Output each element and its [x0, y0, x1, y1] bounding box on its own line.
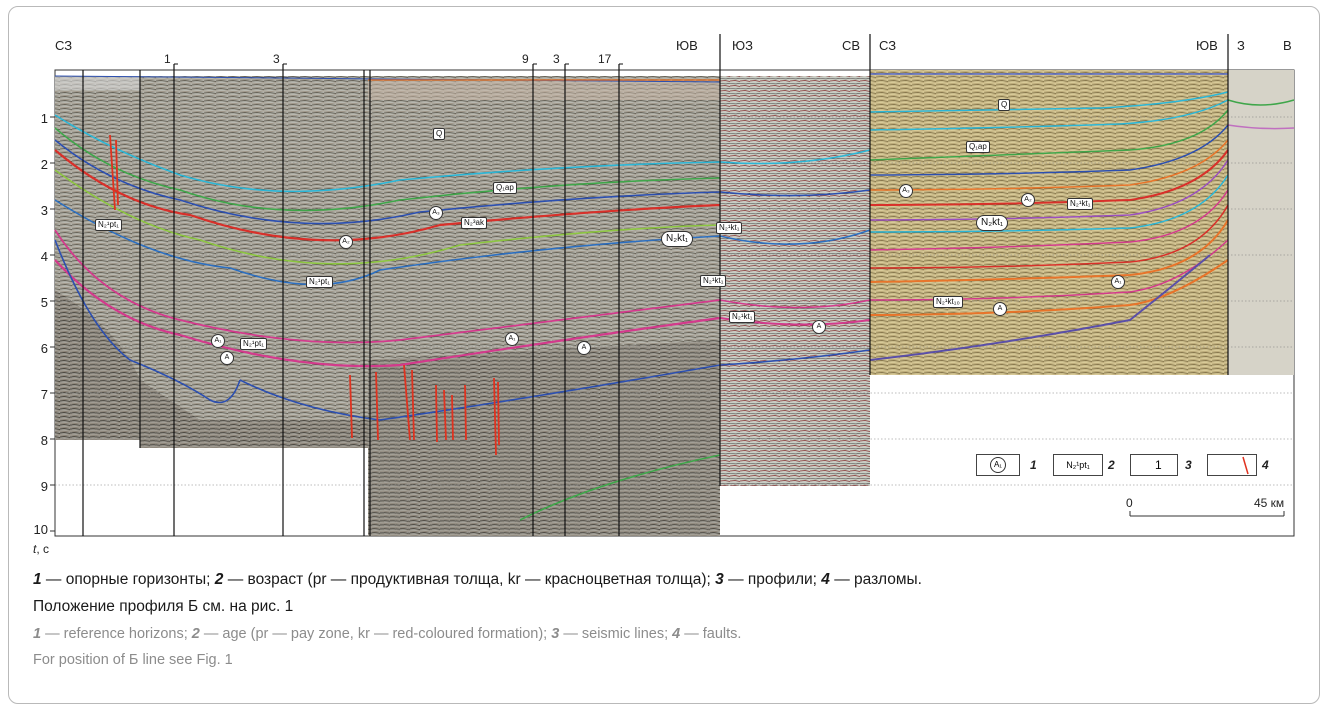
horizon-label-q-right: Q [998, 99, 1011, 111]
scale-end: 45 км [1254, 496, 1285, 510]
horizon-label-n2kt-mid3: N₂¹kt₁ [729, 311, 756, 323]
direction-nw-right: СЗ [879, 38, 897, 53]
time-tick-4: 4 [40, 249, 48, 264]
horizon-label-a1-left: A₁ [211, 334, 225, 348]
horizon-label-n2kt-right-low: N₂¹kt₁₀ [933, 296, 963, 308]
horizon-label-n2pt-left: N₂¹pt₁ [306, 276, 333, 288]
direction-nw-left: СЗ [55, 38, 73, 53]
horizon-label-n2kt-mid2: N₂¹kt₁ [700, 275, 727, 287]
horizon-label-a1-mid: A₁ [505, 332, 519, 346]
profile-tick-17: 17 [598, 52, 612, 66]
direction-se-right: ЮВ [1196, 38, 1218, 53]
horizon-label-n2kt-mid: N₂¹kt₁ [716, 222, 743, 234]
legend-symbol-horizon: A₁ [976, 454, 1020, 476]
horizon-label-a1-right: A₁ [1111, 275, 1125, 289]
horizon-label-q-left: Q [433, 128, 446, 140]
time-tick-10: 10 [33, 522, 48, 537]
horizon-label-a-left: A [220, 351, 234, 365]
direction-ne-mid: СВ [842, 38, 861, 53]
caption-ru-line1: 1 — опорные горизонты; 2 — возраст (pr —… [33, 571, 922, 588]
legend-number-2: 2 [1108, 458, 1115, 472]
horizon-label-n2kt-right: N₂¹kt₁ [1067, 198, 1094, 210]
legend-symbol-age: N₂¹pt₁ [1053, 454, 1103, 476]
horizon-label-a3-left: A₃ [429, 206, 443, 220]
time-tick-5: 5 [40, 295, 48, 310]
legend-number-1: 1 [1030, 458, 1037, 472]
time-tick-2: 2 [40, 157, 48, 172]
time-tick-7: 7 [40, 387, 48, 402]
profile-tick-1: 1 [164, 52, 171, 66]
legend-symbol-profile: 1 [1130, 454, 1178, 476]
horizon-label-n2kt-big-right: N₂kt₁ [976, 215, 1009, 231]
horizon-label-n2pt-top: N₂¹pt₁ [95, 219, 122, 231]
direction-se-mid: ЮВ [676, 38, 698, 53]
horizon-label-a3-right: A₃ [899, 184, 913, 198]
caption-en-line2: For position of Б line see Fig. 1 [33, 652, 233, 668]
caption-ru-line2: Положение профиля Б см. на рис. 1 [33, 598, 294, 615]
time-tick-3: 3 [40, 203, 48, 218]
direction-e-right: В [1283, 38, 1292, 53]
horizon-label-n2kt-big: N₂kt₁ [661, 231, 694, 247]
time-tick-1: 1 [40, 111, 48, 126]
horizon-label-a2-left: A₂ [339, 235, 353, 249]
profile-tick-3b: 3 [553, 52, 560, 66]
profile-tick-3: 3 [273, 52, 280, 66]
horizon-label-q1ap-left: Q₁ap [493, 182, 517, 194]
horizon-label-a-right: A [993, 302, 1007, 316]
horizon-label-n2ak: N₂³ak [461, 217, 487, 229]
direction-sw-mid: ЮЗ [732, 38, 753, 53]
horizon-label-n2pt-bottom: N₂¹pt₁ [240, 338, 267, 350]
legend-symbol-fault [1207, 454, 1257, 476]
profile-tick-9: 9 [522, 52, 529, 66]
time-axis-label: t, с [33, 542, 50, 556]
time-tick-8: 8 [40, 433, 48, 448]
legend-number-3: 3 [1185, 458, 1192, 472]
horizon-label-a-seg2: A [812, 320, 826, 334]
time-tick-6: 6 [40, 341, 48, 356]
scale-start: 0 [1126, 496, 1133, 510]
horizon-label-a-mid: A [577, 341, 591, 355]
direction-w-right: З [1237, 38, 1245, 53]
figure-frame [8, 6, 1320, 704]
horizon-label-a2-right: A₂ [1021, 193, 1035, 207]
legend-number-4: 4 [1262, 458, 1269, 472]
time-tick-9: 9 [40, 479, 48, 494]
horizon-label-q1ap-right: Q₁ap [966, 141, 990, 153]
caption-en-line1: 1 — reference horizons; 2 — age (pr — pa… [33, 626, 742, 642]
